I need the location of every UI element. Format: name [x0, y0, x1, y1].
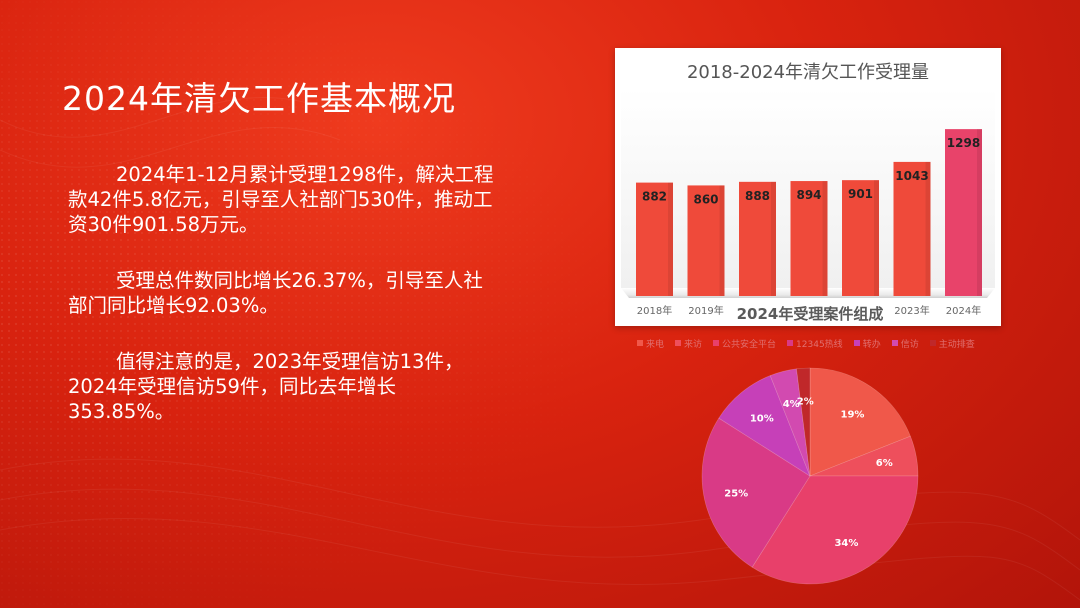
pie-slice-label: 25% [724, 488, 748, 499]
legend-swatch [675, 340, 682, 346]
legend-item: 主动排查 [929, 336, 975, 350]
legend-item: 公共安全平台 [713, 336, 776, 350]
legend-item: 来电 [637, 336, 664, 350]
pie-slice-12345热线 [701, 417, 811, 568]
pie-slice-label: 2% [797, 397, 814, 408]
bar-value-label: 882 [642, 190, 667, 204]
pie-slice-来访 [809, 435, 919, 477]
pie-slice-信访 [769, 368, 811, 477]
bar-value-label: 1298 [947, 136, 980, 150]
legend-label: 信访 [900, 339, 919, 350]
pie-chart: 19% 6% 34% 25% 10% 4%2% [701, 367, 919, 585]
legend-swatch [853, 340, 860, 346]
legend-label: 公共安全平台 [722, 339, 777, 350]
summary-paragraph-3: 值得注意的是，2023年受理信访13件，2024年受理信访59件，同比去年增长3… [68, 350, 464, 423]
bar-2024年 [945, 129, 982, 296]
legend-item: 12345热线 [787, 336, 843, 350]
bar-shade [668, 182, 673, 296]
bar-2021年 [790, 181, 828, 296]
legend-label: 转办 [862, 339, 881, 350]
bar-value-label: 1043 [895, 169, 928, 183]
bar-shade [822, 181, 828, 296]
bar-category-label: 2024年 [946, 304, 981, 317]
legend-label: 来访 [684, 339, 703, 350]
legend-swatch [713, 340, 720, 346]
pie-slice-来电 [809, 367, 911, 477]
bar-category-label: 2018年 [637, 304, 672, 317]
bar-shade [771, 181, 776, 296]
summary-paragraph-2: 受理总件数同比增长26.37%，引导至人社部门同比增长92.03%。 [68, 269, 483, 317]
bar-chart-card: 882 2018年 860 2019年 888 894 901 1043 2023年 1298 20… [615, 48, 1001, 326]
bar-category-label: 2019年 [688, 304, 723, 317]
legend-label: 主动排查 [938, 339, 975, 350]
bar-value-label: 901 [848, 187, 873, 201]
bar-2019年 [687, 185, 725, 296]
pie-slice-公共安全平台 [751, 475, 919, 585]
bar-shade [719, 185, 725, 296]
bar-2022年 [842, 180, 879, 296]
bar-value-label: 888 [745, 189, 770, 203]
legend-swatch [637, 340, 643, 346]
bar-2018年 [636, 182, 673, 296]
bar-chart-title: 2018-2024年清欠工作受理量 [686, 62, 930, 83]
bar-category-label: 2023年 [894, 304, 929, 317]
pie-slice-label: 19% [841, 409, 865, 420]
legend-item: 来访 [675, 336, 702, 350]
legend-label: 来电 [646, 339, 665, 350]
legend-label: 12345热线 [796, 339, 843, 350]
legend-item: 信访 [891, 336, 919, 350]
pie-slice-label: 6% [876, 458, 893, 469]
page-title: 2024年清欠工作基本概况 [62, 79, 456, 119]
summary-paragraph-1: 2024年1-12月累计受理1298件，解决工程款42件5.8亿元，引导至人社部… [68, 163, 494, 236]
bar-shade [925, 161, 931, 296]
pie-slice-label: 10% [750, 414, 774, 425]
bar-2020年 [739, 181, 776, 296]
pie-chart-title: 2024年受理案件组成 [736, 305, 884, 323]
bar-value-label: 860 [693, 192, 718, 206]
bar-2023年 [893, 161, 931, 296]
bar-value-label: 894 [796, 188, 821, 202]
bar-shade [977, 129, 982, 296]
legend-swatch [929, 340, 936, 346]
pie-slice-label: 34% [834, 538, 858, 549]
legend-swatch [787, 340, 794, 346]
bar-shade [874, 180, 879, 296]
pie-slice-主动排查 [796, 367, 811, 477]
pie-slice-转办 [718, 375, 811, 477]
legend-item: 转办 [853, 336, 881, 350]
legend-swatch [891, 340, 898, 346]
pie-slice-label: 4% [783, 399, 800, 410]
pie-legend: 来电 来访 公共安全平台 12345热线 转办 信访 主动排查 [637, 336, 1017, 350]
bar-chart: 882 2018年 860 2019年 888 894 901 1043 2023年 1298 20… [621, 88, 995, 317]
